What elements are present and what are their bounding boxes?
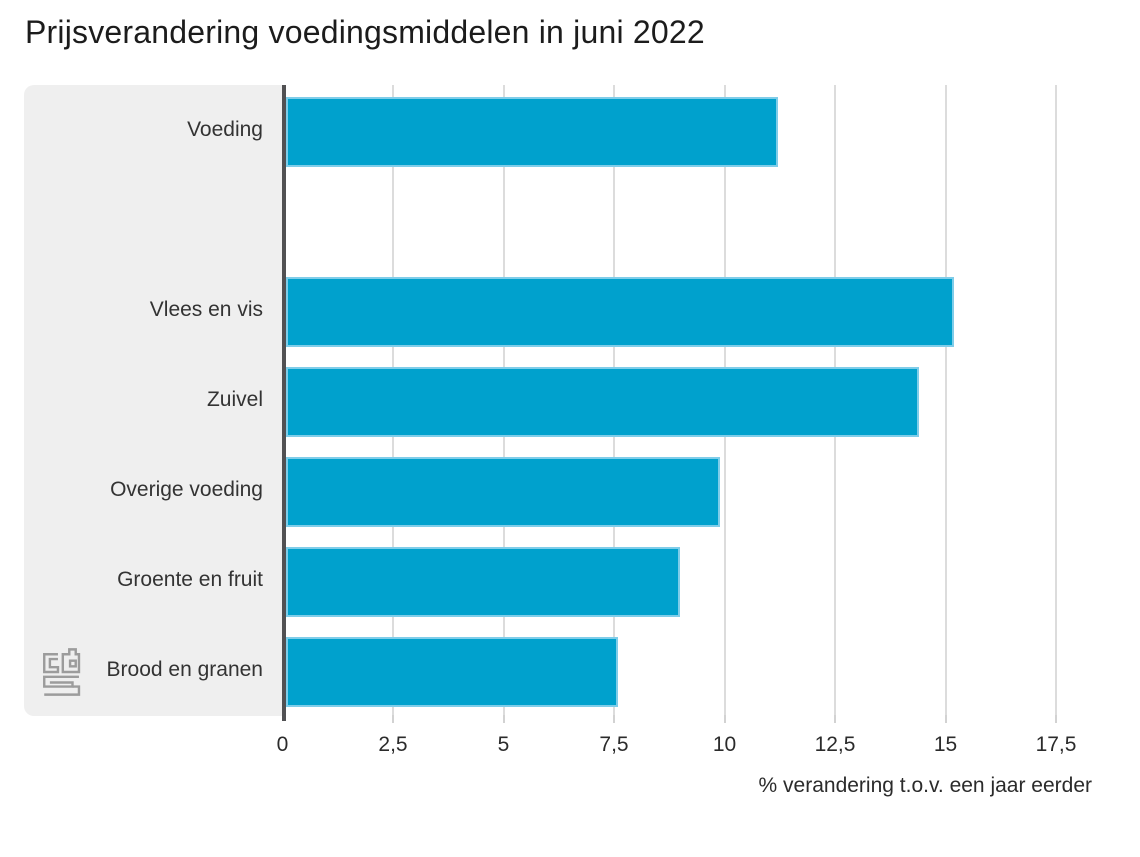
y-axis-line bbox=[282, 85, 286, 721]
cbs-logo-b bbox=[61, 648, 81, 674]
category-label-brood-en-granen: Brood en granen bbox=[106, 658, 263, 681]
bar-groente-en-fruit[interactable] bbox=[286, 547, 681, 617]
chart-title: Prijsverandering voedingsmiddelen in jun… bbox=[25, 14, 705, 50]
axis-tick-2,5 bbox=[392, 715, 394, 723]
category-label-zuivel: Zuivel bbox=[206, 388, 263, 411]
x-tick-label-5: 5 bbox=[497, 733, 510, 756]
x-tick-label-7,5: 7,5 bbox=[599, 733, 629, 756]
bar-overige-voeding[interactable] bbox=[286, 457, 721, 527]
x-tick-label-17,5: 17,5 bbox=[1035, 733, 1077, 756]
category-panel bbox=[24, 85, 283, 716]
x-tick-label-0: 0 bbox=[276, 733, 289, 756]
x-tick-label-2,5: 2,5 bbox=[378, 733, 408, 756]
cbs-logo-c bbox=[43, 653, 60, 674]
category-label-overige-voeding: Overige voeding bbox=[110, 478, 263, 501]
axis-tick-15 bbox=[944, 715, 947, 723]
bar-zuivel[interactable] bbox=[286, 367, 919, 437]
gridline-17,5 bbox=[1055, 85, 1057, 715]
category-label-vlees-en-vis: Vlees en vis bbox=[149, 298, 263, 321]
axis-tick-5 bbox=[502, 715, 505, 723]
axis-tick-10 bbox=[723, 715, 726, 723]
plot-area bbox=[286, 85, 1106, 723]
bar-vlees-en-vis[interactable] bbox=[286, 277, 955, 347]
x-tick-label-10: 10 bbox=[712, 733, 737, 756]
gridline-15 bbox=[944, 85, 947, 715]
x-axis-label: % verandering t.o.v. een jaar eerder bbox=[758, 774, 1092, 797]
x-tick-label-15: 15 bbox=[933, 733, 958, 756]
axis-tick-17,5 bbox=[1055, 715, 1057, 723]
bar-voeding[interactable] bbox=[286, 97, 778, 167]
cbs-logo-b-hole bbox=[68, 659, 77, 668]
cbs-logo-s-bottom bbox=[44, 685, 81, 696]
axis-tick-7,5 bbox=[613, 715, 615, 723]
category-label-voeding: Voeding bbox=[187, 118, 263, 141]
x-tick-label-12,5: 12,5 bbox=[814, 733, 856, 756]
axis-tick-12,5 bbox=[834, 715, 836, 723]
bar-brood-en-granen[interactable] bbox=[286, 637, 619, 707]
cbs-logo-s-top bbox=[43, 675, 79, 688]
cbs-logo bbox=[43, 648, 81, 696]
category-label-groente-en-fruit: Groente en fruit bbox=[117, 568, 263, 591]
